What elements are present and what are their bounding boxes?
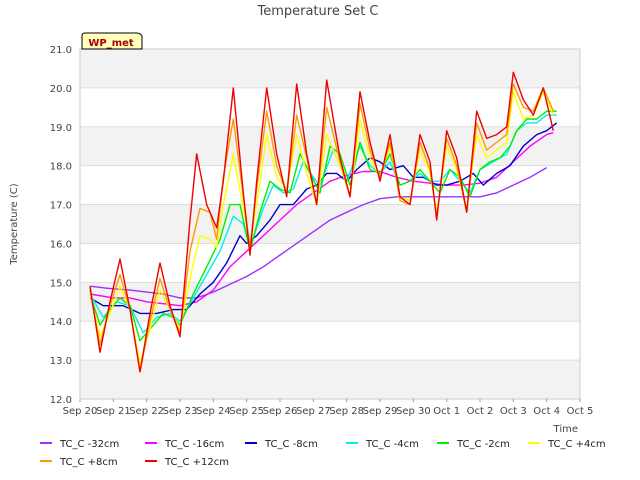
y-tick-label: 15.0: [50, 278, 72, 289]
plot-band: [80, 49, 580, 88]
x-tick-label: Sep 20: [63, 406, 98, 417]
legend-item: TC_C -2cm: [437, 439, 510, 450]
x-tick-label: Sep 25: [229, 406, 264, 417]
station-badge: WP_met: [81, 32, 143, 50]
x-tick-label: Sep 29: [363, 406, 398, 417]
x-axis-label: Time: [553, 424, 578, 435]
series-layer: [89, 71, 558, 373]
x-tick-label: Oct 2: [467, 406, 494, 417]
x-tick-label: Oct 5: [567, 406, 594, 417]
legend-item: TC_C +4cm: [528, 439, 606, 450]
plot-band: [80, 321, 580, 361]
legend-label: TC_C +8cm: [59, 457, 118, 468]
x-tick-label: Sep 21: [96, 406, 131, 417]
chart-title: Temperature Set C: [256, 4, 378, 19]
y-tick-label: 19.0: [50, 123, 72, 134]
legend-label: TC_C +12cm: [164, 457, 229, 468]
plot-band: [80, 360, 580, 399]
plot-band: [80, 243, 580, 283]
legend-item: TC_C -32cm: [40, 439, 119, 450]
legend-label: TC_C -32cm: [59, 439, 119, 450]
y-tick-label: 14.0: [50, 317, 72, 328]
legend-item: TC_C +8cm: [40, 457, 118, 468]
y-tick-label: 16.0: [50, 239, 72, 250]
legend-item: TC_C -16cm: [145, 439, 224, 450]
x-tick-label: Oct 4: [533, 406, 560, 417]
legend-label: TC_C -4cm: [365, 439, 419, 450]
legend-item: TC_C -8cm: [245, 439, 318, 450]
legend-label: TC_C -8cm: [264, 439, 318, 450]
series-line: [89, 166, 548, 299]
series-line: [89, 131, 554, 307]
y-tick-labels: 12.0 13.0 14.0 15.0 16.0 17.0 18.0 19.0 20.0 21.0: [50, 45, 72, 406]
x-tick-label: Sep 27: [296, 406, 331, 417]
x-tick-label: Sep 28: [329, 406, 364, 417]
y-tick-label: 20.0: [50, 84, 72, 95]
y-tick-label: 12.0: [50, 395, 72, 406]
legend: TC_C -32cm TC_C -16cm TC_C -8cm TC_C -4cm TC…: [40, 439, 606, 468]
legend-label: TC_C +4cm: [547, 439, 606, 450]
badge-shape: [81, 32, 143, 50]
plot-band: [80, 204, 580, 244]
series-line: [89, 110, 557, 342]
plot-frame: [79, 48, 581, 400]
y-tick-label: 17.0: [50, 201, 72, 212]
x-tick-label: Oct 3: [500, 406, 527, 417]
x-tick-label: Sep 23: [163, 406, 198, 417]
legend-item: TC_C +12cm: [145, 457, 229, 468]
series-line: [89, 71, 554, 373]
y-axis-label: Temperature (C): [9, 183, 20, 265]
x-tick-label: Sep 22: [129, 406, 164, 417]
series-line: [89, 122, 558, 315]
legend-label: TC_C -2cm: [456, 439, 510, 450]
x-tick-label: Sep 24: [196, 406, 231, 417]
plot-band: [80, 165, 580, 205]
y-tick-label: 18.0: [50, 162, 72, 173]
x-tick-label: Sep 26: [263, 406, 298, 417]
badge-text: WP_met: [88, 38, 134, 49]
x-tick-label: Sep 30: [396, 406, 431, 417]
legend-label: TC_C -16cm: [164, 439, 224, 450]
legend-item: TC_C -4cm: [346, 439, 419, 450]
y-tick-label: 21.0: [50, 45, 72, 56]
y-tick-label: 13.0: [50, 356, 72, 367]
x-tick-label: Oct 1: [433, 406, 460, 417]
